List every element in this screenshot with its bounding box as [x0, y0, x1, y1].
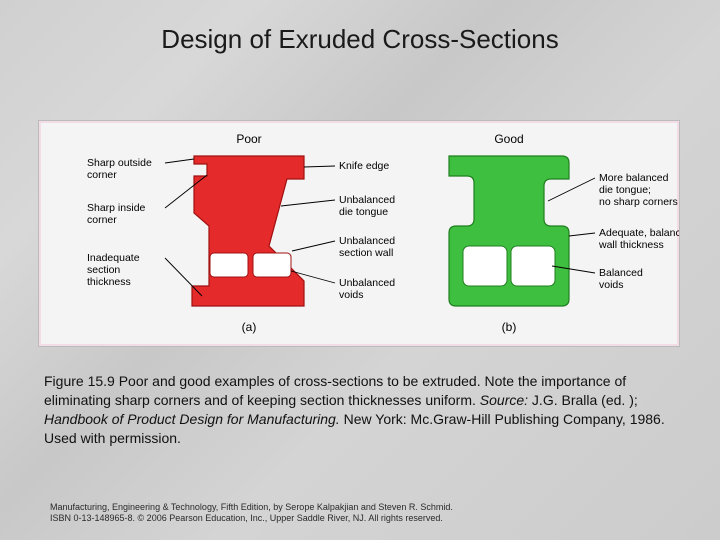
svg-text:voids: voids	[339, 289, 364, 301]
svg-text:Unbalanced: Unbalanced	[339, 277, 395, 289]
svg-text:Knife edge: Knife edge	[339, 160, 389, 172]
caption-body2: J.G. Bralla (ed. );	[528, 392, 638, 408]
svg-text:voids: voids	[599, 279, 624, 291]
footer-line1: Manufacturing, Engineering & Technology,…	[50, 502, 670, 513]
svg-text:section: section	[87, 264, 120, 276]
svg-text:Sharp inside: Sharp inside	[87, 202, 146, 214]
poor-labels-left: Sharp outsidecornerSharp insidecornerIna…	[87, 157, 207, 296]
svg-text:corner: corner	[87, 169, 117, 181]
svg-text:thickness: thickness	[87, 276, 131, 288]
poor-sublabel: (a)	[242, 320, 257, 334]
svg-text:Sharp outside: Sharp outside	[87, 157, 152, 169]
caption-source-label: Source:	[480, 392, 528, 408]
slide: Design of Exruded Cross-Sections Poor Go…	[0, 0, 720, 540]
good-header: Good	[494, 132, 523, 146]
svg-text:wall thickness: wall thickness	[598, 239, 664, 251]
svg-text:corner: corner	[87, 214, 117, 226]
svg-text:die tongue;: die tongue;	[599, 184, 651, 196]
svg-text:Adequate, balanced: Adequate, balanced	[599, 227, 679, 239]
caption-book: Handbook of Product Design for Manufactu…	[44, 411, 340, 427]
figure-svg: Poor Good Sharp outsidecornerSharp insid…	[39, 121, 679, 346]
poor-header: Poor	[236, 132, 261, 146]
svg-text:no sharp corners: no sharp corners	[599, 196, 678, 208]
svg-text:Balanced: Balanced	[599, 267, 643, 279]
svg-text:section wall: section wall	[339, 247, 393, 259]
figure-caption: Figure 15.9 Poor and good examples of cr…	[44, 372, 676, 448]
svg-text:More balanced: More balanced	[599, 172, 669, 184]
footer-line2: ISBN 0-13-148965-8. © 2006 Pearson Educa…	[50, 513, 670, 524]
svg-text:Inadequate: Inadequate	[87, 252, 140, 264]
svg-text:die tongue: die tongue	[339, 206, 388, 218]
svg-text:Unbalanced: Unbalanced	[339, 194, 395, 206]
footer: Manufacturing, Engineering & Technology,…	[50, 502, 670, 525]
svg-text:Unbalanced: Unbalanced	[339, 235, 395, 247]
caption-lead: Figure 15.9	[44, 373, 115, 389]
poor-shape	[192, 156, 304, 306]
slide-title: Design of Exruded Cross-Sections	[0, 24, 720, 55]
good-sublabel: (b)	[502, 320, 517, 334]
figure-panel: Poor Good Sharp outsidecornerSharp insid…	[38, 120, 680, 347]
